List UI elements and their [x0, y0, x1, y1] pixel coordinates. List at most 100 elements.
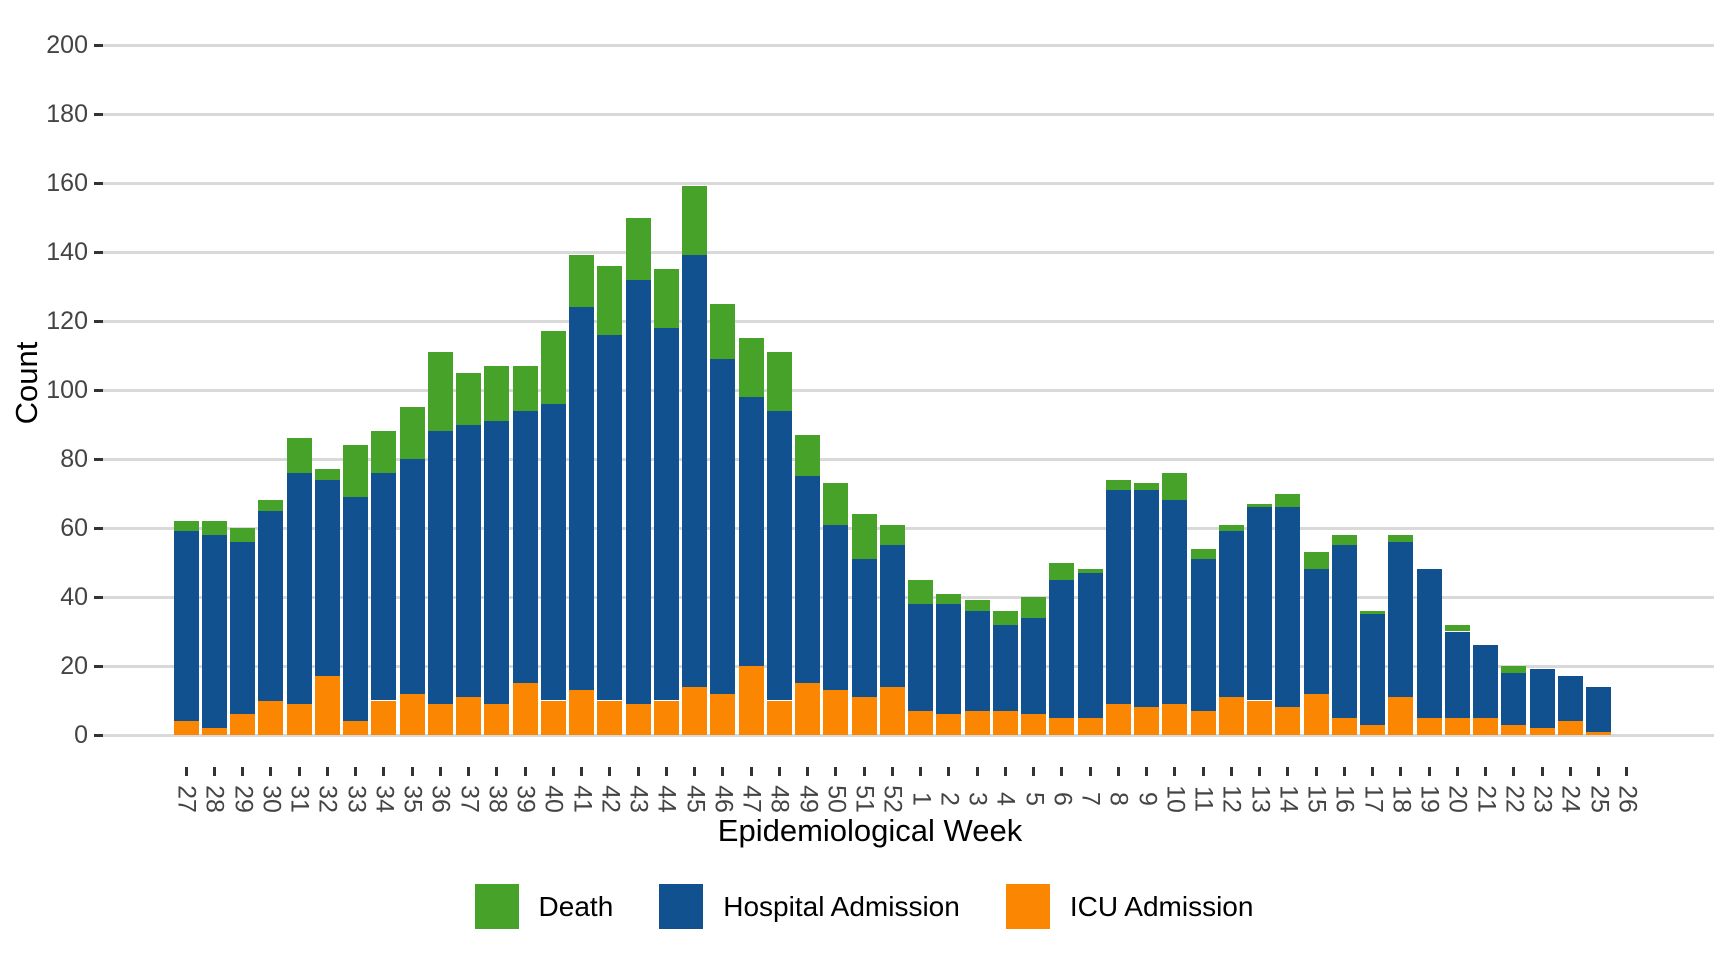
- bar-segment-hospital: [1444, 631, 1470, 718]
- bar-segment-death: [343, 445, 368, 497]
- y-axis-tick: [94, 112, 103, 116]
- x-axis-tick: [269, 767, 273, 776]
- x-tick-label: 38: [483, 785, 512, 813]
- bar-segment-hospital: [1190, 559, 1216, 711]
- y-tick-label: 20: [60, 652, 88, 680]
- x-tick-label: 46: [709, 785, 738, 813]
- bar-segment-death: [1360, 610, 1385, 615]
- x-tick-label: 48: [765, 785, 794, 813]
- x-tick-label: 49: [794, 785, 822, 813]
- x-tick-label: 7: [1076, 792, 1105, 806]
- gridline: [103, 250, 1714, 254]
- gridline: [103, 526, 1714, 530]
- gridline: [103, 733, 1714, 737]
- bar-segment-death: [625, 217, 651, 280]
- bar-segment-icu: [597, 700, 623, 735]
- bar-segment-icu: [1049, 717, 1075, 735]
- bar-segment-icu: [795, 683, 820, 735]
- bar-segment-hospital: [201, 534, 227, 729]
- y-tick-label: 200: [46, 31, 88, 59]
- x-axis-tick: [325, 767, 329, 776]
- bar-segment-death: [1049, 562, 1075, 580]
- x-axis-tick: [410, 767, 414, 776]
- x-tick-label: 4: [991, 792, 1020, 806]
- bar-segment-icu: [343, 721, 368, 735]
- x-axis-tick: [523, 767, 527, 776]
- x-tick-label: 51: [850, 785, 879, 813]
- bar-segment-hospital: [992, 624, 1018, 711]
- x-axis-tick: [806, 767, 809, 776]
- x-tick-label: 11: [1189, 786, 1218, 812]
- bar-segment-death: [710, 303, 736, 359]
- x-axis-tick: [1003, 767, 1007, 776]
- bar-segment-hospital: [1162, 500, 1188, 704]
- x-axis-tick: [1145, 767, 1148, 776]
- bar-segment-icu: [314, 676, 340, 735]
- x-tick-label: 5: [1020, 792, 1048, 806]
- y-axis-tick: [94, 733, 103, 737]
- legend-label: Hospital Admission: [723, 891, 960, 922]
- y-tick-label: 80: [60, 445, 88, 473]
- bar-segment-icu: [173, 721, 199, 735]
- bar-segment-icu: [540, 700, 566, 735]
- bar-segment-icu: [1501, 724, 1527, 735]
- y-tick-label: 60: [60, 514, 88, 542]
- legend-label: ICU Admission: [1069, 891, 1254, 922]
- bar-segment-icu: [1416, 717, 1442, 735]
- y-tick-label: 120: [46, 307, 88, 335]
- bar-segment-hospital: [427, 431, 453, 704]
- x-axis-tick: [1201, 767, 1205, 776]
- x-tick-label: 1: [907, 792, 935, 806]
- x-axis-tick: [467, 767, 470, 776]
- y-axis-tick: [94, 319, 103, 323]
- x-axis-tick: [1597, 767, 1600, 776]
- x-tick-label: 34: [370, 785, 399, 813]
- x-axis-tick: [636, 767, 640, 776]
- bar-segment-death: [1134, 483, 1159, 491]
- bar-segment-death: [766, 352, 792, 411]
- x-tick-label: 23: [1528, 785, 1557, 813]
- bar-segment-hospital: [258, 510, 284, 701]
- x-axis-tick: [1512, 767, 1516, 776]
- bar-segment-icu: [1105, 703, 1131, 735]
- bar-segment-death: [456, 372, 481, 425]
- bar-segment-death: [992, 610, 1018, 625]
- bar-segment-death: [936, 593, 962, 604]
- bar-segment-icu: [625, 703, 651, 735]
- y-axis-tick: [94, 250, 103, 254]
- x-axis-tick: [1032, 767, 1035, 776]
- x-tick-label: 35: [398, 785, 427, 813]
- bar-segment-hospital: [653, 327, 679, 701]
- bar-segment-icu: [1275, 707, 1301, 735]
- x-axis-tick: [1060, 767, 1064, 776]
- x-axis-tick: [608, 767, 612, 776]
- x-axis-tick: [890, 767, 894, 776]
- bar-segment-death: [230, 528, 255, 542]
- x-axis-tick: [1399, 767, 1403, 776]
- bar-segment-icu: [569, 690, 594, 735]
- bar-segment-death: [964, 600, 990, 611]
- x-axis-tick: [438, 767, 442, 776]
- x-axis-tick: [1540, 767, 1544, 776]
- bar-segment-death: [879, 524, 905, 546]
- bar-segment-hospital: [1501, 672, 1527, 725]
- bar-segment-death: [738, 338, 764, 397]
- x-tick-label: 24: [1556, 785, 1585, 813]
- x-tick-label: 45: [681, 785, 709, 813]
- gridline: [103, 388, 1714, 392]
- bar-segment-icu: [286, 703, 312, 735]
- x-axis-tick: [184, 767, 188, 776]
- x-tick-label: 17: [1359, 785, 1387, 813]
- y-tick-label: 180: [46, 100, 88, 128]
- x-axis-tick: [1314, 767, 1318, 776]
- legend-swatch: [1005, 884, 1050, 929]
- bar-segment-death: [1444, 624, 1470, 632]
- bar-segment-icu: [1247, 700, 1272, 735]
- x-axis-tick: [721, 767, 725, 776]
- bar-segment-icu: [456, 697, 481, 735]
- x-tick-label: 30: [257, 785, 286, 813]
- x-tick-label: 43: [624, 785, 653, 813]
- bar-segment-icu: [1586, 731, 1611, 735]
- bar-segment-icu: [1360, 724, 1385, 735]
